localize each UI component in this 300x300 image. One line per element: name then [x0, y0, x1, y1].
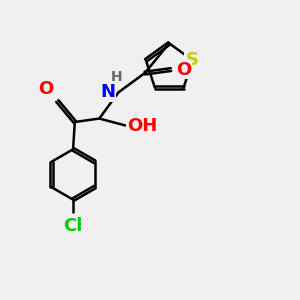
Text: O: O [39, 80, 54, 98]
Text: H: H [111, 70, 123, 84]
Text: S: S [186, 51, 199, 69]
Text: OH: OH [127, 116, 158, 134]
Text: Cl: Cl [63, 217, 83, 235]
Text: N: N [100, 83, 115, 101]
Text: O: O [176, 61, 191, 79]
